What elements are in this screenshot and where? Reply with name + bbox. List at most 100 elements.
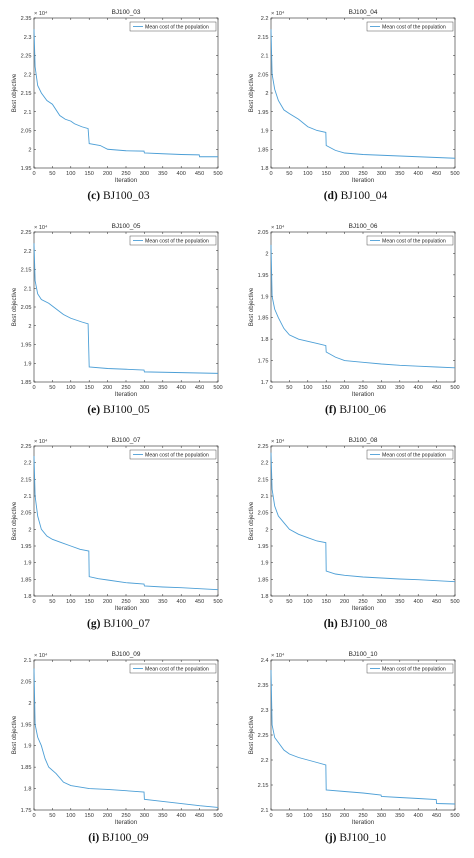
y-tick-label: 2 — [28, 324, 31, 330]
legend-label: Mean cost of the population — [145, 24, 209, 30]
plot-area — [33, 445, 219, 597]
x-tick-label: 250 — [121, 385, 130, 391]
chart-panel: BJ100_10 × 10⁴ 0 50 100 150 200 250 300 350 400 450… — [237, 642, 474, 856]
x-tick-label: 50 — [49, 599, 55, 605]
y-tick-label: 1.8 — [24, 787, 32, 793]
caption-text: BJ100_07 — [100, 618, 150, 630]
series-line — [33, 243, 219, 374]
y-tick-label: 1.8 — [24, 594, 32, 600]
y-tick-label: 1.95 — [258, 544, 269, 550]
x-tick-label: 250 — [121, 171, 130, 177]
plot-area — [33, 231, 219, 383]
legend-box — [366, 235, 454, 246]
x-tick-label: 250 — [121, 599, 130, 605]
y-exponent-label: × 10⁴ — [34, 438, 48, 445]
chart-caption: (g) BJ100_07 — [0, 618, 237, 630]
x-axis-label: Iteration — [352, 605, 375, 612]
y-tick-label: 2.35 — [258, 683, 269, 689]
y-exponent-label: × 10⁴ — [34, 224, 48, 231]
x-tick-label: 350 — [395, 813, 404, 819]
y-tick-label: 2 — [28, 701, 31, 707]
chart-title: BJ100_10 — [349, 651, 378, 658]
legend-box — [129, 449, 217, 460]
y-tick-label: 1.85 — [258, 577, 269, 583]
y-tick-label: 2.2 — [261, 16, 269, 22]
x-tick-label: 450 — [432, 385, 441, 391]
chart-title: BJ100_09 — [112, 651, 141, 658]
y-tick-label: 1.95 — [21, 343, 32, 349]
y-tick-label: 1.9 — [261, 294, 269, 300]
x-tick-label: 400 — [414, 385, 423, 391]
series-line — [33, 455, 219, 591]
chart-svg: BJ100_05 × 10⁴ 0 50 100 150 200 250 300 350 400 450… — [11, 223, 223, 398]
chart-caption: (d) BJ100_04 — [237, 190, 474, 202]
y-tick-label: 1.95 — [21, 166, 32, 172]
caption-letter: (j) — [324, 832, 337, 844]
legend-box — [129, 663, 217, 674]
x-tick-label: 50 — [286, 599, 292, 605]
x-axis-label: Iteration — [115, 177, 138, 184]
x-axis-label: Iteration — [115, 819, 138, 826]
x-tick-label: 400 — [414, 813, 423, 819]
plot-area — [33, 17, 219, 169]
x-axis-label: Iteration — [352, 177, 375, 184]
x-tick-label: 450 — [195, 171, 204, 177]
y-tick-label: 1.95 — [258, 110, 269, 116]
x-tick-label: 300 — [140, 599, 149, 605]
legend-box — [366, 663, 454, 674]
chart-caption: (f) BJ100_06 — [237, 404, 474, 416]
caption-text: BJ100_09 — [99, 832, 149, 844]
x-tick-label: 0 — [269, 599, 272, 605]
x-tick-label: 100 — [303, 171, 312, 177]
x-tick-label: 150 — [322, 813, 331, 819]
x-tick-label: 100 — [303, 599, 312, 605]
chart-title: BJ100_05 — [112, 223, 141, 230]
y-tick-label: 1.8 — [261, 166, 269, 172]
x-tick-label: 300 — [140, 813, 149, 819]
x-tick-label: 200 — [103, 813, 112, 819]
x-tick-label: 350 — [158, 599, 167, 605]
x-tick-label: 0 — [32, 813, 35, 819]
y-tick-label: 1.9 — [24, 561, 32, 567]
x-tick-label: 450 — [195, 813, 204, 819]
y-tick-label: 2.1 — [261, 494, 269, 500]
chart-caption: (h) BJ100_08 — [237, 618, 474, 630]
legend-label: Mean cost of the population — [145, 452, 209, 458]
y-tick-label: 1.85 — [21, 577, 32, 583]
y-tick-label: 2.3 — [24, 35, 32, 41]
caption-letter: (f) — [324, 404, 337, 416]
x-tick-label: 150 — [322, 385, 331, 391]
plot-area — [33, 659, 219, 811]
y-tick-label: 2.1 — [261, 808, 269, 814]
chart-title: BJ100_06 — [349, 223, 378, 230]
y-axis-label: Best objective — [11, 287, 18, 326]
x-tick-label: 200 — [340, 171, 349, 177]
x-tick-label: 50 — [286, 171, 292, 177]
y-tick-label: 2.15 — [21, 91, 32, 97]
y-tick-label: 2.15 — [258, 783, 269, 789]
y-tick-label: 2.15 — [258, 35, 269, 41]
x-tick-label: 500 — [450, 385, 459, 391]
y-tick-label: 2.1 — [24, 110, 32, 116]
x-tick-label: 400 — [177, 599, 186, 605]
x-tick-label: 250 — [358, 171, 367, 177]
x-tick-label: 50 — [286, 385, 292, 391]
x-tick-label: 250 — [358, 813, 367, 819]
chart-svg: BJ100_06 × 10⁴ 0 50 100 150 200 250 300 350 400 450… — [248, 223, 460, 398]
x-tick-label: 500 — [450, 599, 459, 605]
x-tick-label: 0 — [269, 385, 272, 391]
y-tick-label: 2.1 — [24, 494, 32, 500]
y-exponent-label: × 10⁴ — [271, 10, 285, 17]
y-axis-label: Best objective — [11, 501, 18, 540]
caption-text: BJ100_04 — [337, 190, 388, 202]
chart-title: BJ100_03 — [112, 9, 141, 16]
y-exponent-label: × 10⁴ — [34, 10, 48, 17]
y-tick-label: 2.2 — [24, 72, 32, 78]
y-tick-label: 1.7 — [261, 380, 269, 386]
caption-text: BJ100_03 — [100, 190, 150, 202]
x-tick-label: 250 — [358, 385, 367, 391]
x-tick-label: 400 — [414, 599, 423, 605]
y-tick-label: 2 — [265, 527, 268, 533]
x-tick-label: 100 — [66, 171, 75, 177]
x-tick-label: 0 — [32, 385, 35, 391]
